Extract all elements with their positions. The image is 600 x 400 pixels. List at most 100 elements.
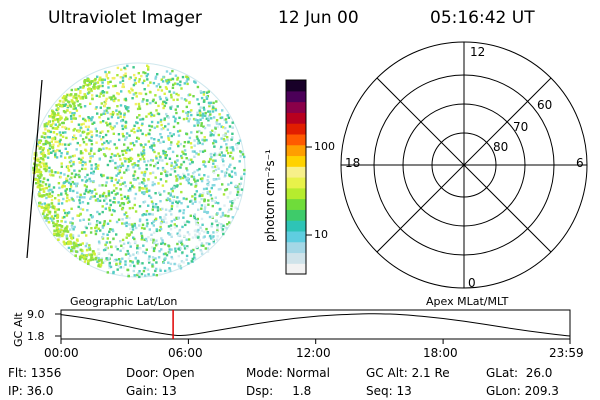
emission-pixel — [38, 192, 41, 196]
emission-pixel — [104, 70, 107, 74]
emission-pixel — [142, 201, 145, 204]
emission-pixel — [152, 273, 155, 276]
emission-pixel — [145, 224, 149, 228]
emission-pixel — [106, 222, 110, 225]
emission-pixel — [51, 126, 55, 130]
emission-pixel — [68, 177, 72, 181]
emission-pixel — [67, 246, 71, 250]
emission-pixel — [209, 158, 212, 161]
emission-pixel — [41, 148, 45, 152]
emission-pixel — [140, 74, 143, 78]
emission-pixel — [167, 122, 170, 126]
emission-pixel — [119, 240, 122, 243]
emission-pixel — [99, 92, 102, 95]
emission-pixel — [75, 88, 78, 91]
emission-pixel — [97, 227, 100, 230]
altitude-curve — [60, 313, 571, 337]
emission-pixel — [225, 143, 228, 146]
emission-pixel — [206, 190, 209, 194]
emission-pixel — [81, 242, 84, 245]
emission-pixel — [99, 84, 102, 87]
emission-pixel — [58, 131, 62, 134]
emission-pixel — [59, 175, 62, 179]
emission-pixel — [121, 76, 125, 79]
emission-pixel — [96, 81, 100, 84]
emission-pixel — [187, 220, 191, 224]
emission-pixel — [166, 82, 169, 85]
emission-pixel — [122, 135, 125, 138]
emission-pixel — [236, 193, 239, 196]
emission-pixel — [56, 107, 60, 111]
emission-pixel — [115, 122, 119, 125]
status-gcalt: GC Alt: 2.1 Re — [366, 366, 450, 380]
emission-pixel — [143, 79, 146, 82]
emission-pixel — [241, 153, 245, 156]
emission-pixel — [141, 223, 145, 226]
emission-pixel — [142, 146, 145, 149]
emission-pixel — [121, 85, 124, 88]
emission-pixel — [78, 169, 81, 173]
emission-pixel — [124, 253, 128, 256]
emission-pixel — [214, 109, 218, 112]
emission-pixel — [139, 158, 142, 161]
emission-pixel — [148, 132, 151, 136]
emission-pixel — [212, 238, 215, 241]
emission-pixel — [38, 194, 41, 198]
emission-pixel — [165, 198, 168, 202]
emission-pixel — [98, 221, 102, 224]
emission-pixel — [102, 120, 105, 123]
emission-pixel — [109, 203, 112, 207]
emission-pixel — [105, 140, 109, 143]
emission-pixel — [170, 187, 173, 191]
emission-pixel — [185, 167, 188, 170]
emission-pixel — [120, 193, 123, 197]
emission-pixel — [187, 178, 190, 181]
emission-pixel — [200, 122, 203, 125]
emission-pixel — [124, 263, 127, 266]
emission-pixel — [104, 102, 107, 105]
emission-pixel — [66, 109, 69, 112]
emission-pixel — [133, 274, 136, 277]
emission-pixel — [225, 146, 229, 149]
emission-pixel — [206, 179, 209, 182]
emission-pixel — [208, 190, 211, 193]
emission-pixel — [43, 215, 46, 218]
emission-pixel — [91, 195, 94, 198]
emission-pixel — [177, 144, 180, 148]
emission-pixel — [148, 128, 152, 132]
emission-pixel — [33, 157, 36, 160]
emission-pixel — [98, 184, 101, 187]
emission-pixel — [142, 152, 146, 155]
emission-pixel — [201, 150, 205, 153]
emission-pixel — [60, 162, 63, 165]
emission-pixel — [194, 220, 198, 223]
emission-pixel — [77, 87, 80, 91]
emission-pixel — [69, 228, 72, 231]
emission-pixel — [77, 214, 81, 217]
emission-pixel — [133, 203, 136, 207]
emission-pixel — [177, 134, 181, 137]
emission-pixel — [79, 91, 82, 95]
emission-pixel — [171, 86, 175, 89]
emission-pixel — [117, 218, 121, 221]
emission-pixel — [152, 249, 156, 253]
emission-pixel — [72, 95, 76, 98]
emission-pixel — [145, 267, 148, 270]
emission-pixel — [121, 218, 124, 221]
emission-pixel — [234, 206, 237, 209]
emission-pixel — [129, 142, 132, 145]
emission-pixel — [221, 158, 224, 161]
emission-pixel — [79, 219, 82, 222]
emission-pixel — [133, 131, 136, 134]
emission-pixel — [48, 147, 51, 150]
emission-pixel — [53, 232, 56, 236]
emission-pixel — [117, 179, 121, 182]
emission-pixel — [56, 113, 60, 116]
emission-pixel — [147, 140, 150, 143]
emission-pixel — [211, 204, 214, 208]
emission-pixel — [201, 177, 204, 180]
emission-pixel — [166, 174, 169, 177]
emission-pixel — [112, 201, 115, 204]
emission-pixel — [174, 117, 177, 120]
